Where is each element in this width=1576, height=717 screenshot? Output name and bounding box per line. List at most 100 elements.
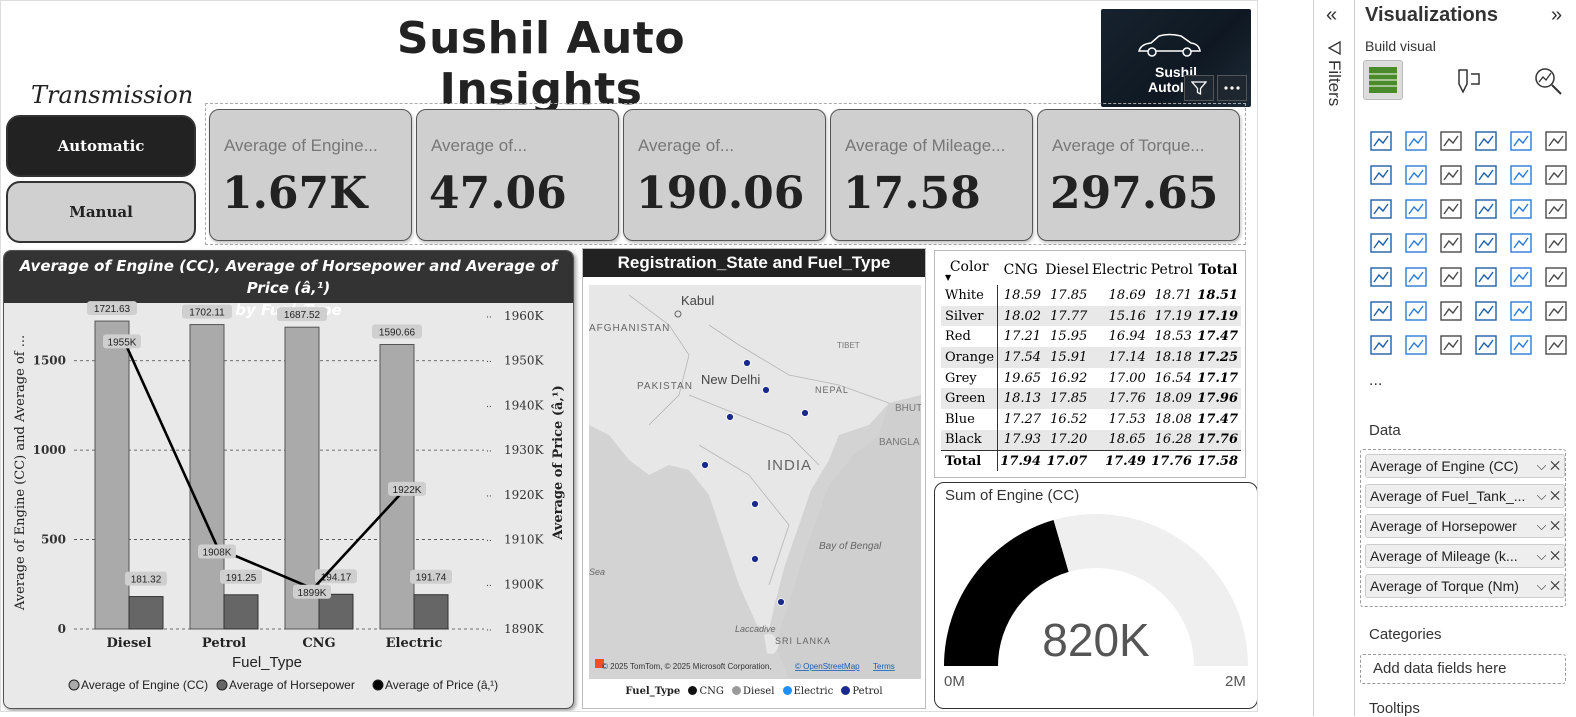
waterfall-icon[interactable] bbox=[1503, 158, 1538, 192]
matrix-row[interactable]: Black 17.93 17.20 18.65 16.28 17.76 bbox=[941, 429, 1241, 451]
matrix-header[interactable]: Petrol bbox=[1150, 262, 1193, 278]
table-icon[interactable] bbox=[1468, 260, 1503, 294]
100-bar-icon[interactable] bbox=[1503, 124, 1538, 158]
map-point[interactable] bbox=[751, 500, 759, 508]
diamond-icon[interactable] bbox=[1503, 328, 1538, 362]
data-field[interactable]: Average of Torque (Nm) ⌵ ✕ bbox=[1365, 574, 1565, 598]
matrix-row[interactable]: Red 17.21 15.95 16.94 18.53 17.47 bbox=[941, 326, 1241, 348]
matrix-header[interactable]: Electric bbox=[1091, 262, 1148, 278]
100-column-icon[interactable] bbox=[1538, 124, 1573, 158]
map-icon[interactable] bbox=[1363, 226, 1398, 260]
matrix-header[interactable]: CNG bbox=[1003, 262, 1038, 278]
gauge-card[interactable]: Sum of Engine (CC) 820K 0M 2M bbox=[934, 482, 1257, 709]
area-icon[interactable] bbox=[1398, 158, 1433, 192]
analytics-icon[interactable] bbox=[1533, 66, 1563, 96]
filters-pane-collapsed[interactable]: « Filters bbox=[1313, 0, 1353, 716]
stacked-area-icon[interactable] bbox=[1433, 158, 1468, 192]
matrix-row[interactable]: White 18.59 17.85 18.69 18.71 18.51 bbox=[941, 285, 1241, 306]
filter-icon[interactable] bbox=[1184, 75, 1214, 101]
map-area[interactable]: Kabul AFGHANISTAN PAKISTAN New Delhi NEP… bbox=[589, 285, 921, 679]
data-field[interactable]: Average of Engine (CC) ⌵ ✕ bbox=[1365, 454, 1565, 478]
legend-item[interactable]: Diesel bbox=[743, 686, 775, 697]
stacked-bar-icon[interactable] bbox=[1363, 124, 1398, 158]
map-point[interactable] bbox=[777, 598, 785, 606]
map-card[interactable]: Registration_State and Fuel_Type Kabul A… bbox=[582, 248, 926, 709]
gauge-icon[interactable] bbox=[1503, 226, 1538, 260]
ribbon-icon[interactable] bbox=[1468, 158, 1503, 192]
more-visuals[interactable]: ... bbox=[1369, 372, 1383, 389]
matrix-row[interactable]: Orange 17.54 15.91 17.14 18.18 17.25 bbox=[941, 347, 1241, 368]
matrix-header[interactable]: Diesel bbox=[1045, 262, 1090, 278]
matrix-card[interactable]: Color ▼ CNG Diesel Electric Petrol Total … bbox=[934, 250, 1246, 478]
combo-chart-card[interactable]: Average of Engine (CC), Average of Horse… bbox=[3, 250, 574, 709]
smart-narrative-icon[interactable] bbox=[1503, 294, 1538, 328]
legend-item[interactable]: CNG bbox=[699, 686, 724, 697]
shape-map-icon[interactable] bbox=[1433, 226, 1468, 260]
line-stacked-column-icon[interactable] bbox=[1363, 192, 1398, 226]
slicer-icon[interactable] bbox=[1433, 260, 1468, 294]
matrix-header-total[interactable]: Total bbox=[1198, 262, 1238, 278]
clustered-bar-icon[interactable] bbox=[1433, 124, 1468, 158]
line-icon[interactable] bbox=[1363, 158, 1398, 192]
paginated-icon[interactable] bbox=[1363, 328, 1398, 362]
matrix-row[interactable]: Blue 17.27 16.52 17.53 18.08 17.47 bbox=[941, 409, 1241, 430]
terms-link[interactable]: Terms bbox=[873, 662, 895, 671]
qna-icon[interactable] bbox=[1468, 294, 1503, 328]
format-visual-icon[interactable] bbox=[1453, 66, 1483, 96]
multi-row-card-icon[interactable] bbox=[1363, 260, 1398, 294]
python-visual-icon[interactable] bbox=[1363, 294, 1398, 328]
more-options-icon[interactable] bbox=[1217, 75, 1247, 101]
funnel-icon[interactable] bbox=[1398, 192, 1433, 226]
kpi-icon[interactable] bbox=[1398, 260, 1433, 294]
data-field[interactable]: Average of Horsepower ⌵ ✕ bbox=[1365, 514, 1565, 538]
decomposition-tree-icon[interactable] bbox=[1433, 294, 1468, 328]
slicer-option-manual[interactable]: Manual bbox=[6, 181, 196, 243]
trophy-icon[interactable] bbox=[1538, 294, 1573, 328]
map-point[interactable] bbox=[801, 409, 809, 417]
metrics-icon[interactable] bbox=[1468, 328, 1503, 362]
map-point[interactable] bbox=[743, 359, 751, 367]
expand-right-icon[interactable]: » bbox=[1551, 4, 1563, 26]
add-category-field[interactable]: Add data fields here bbox=[1360, 654, 1566, 684]
matrix-cell: 15.16 bbox=[1090, 305, 1149, 327]
filled-map-icon[interactable] bbox=[1398, 226, 1433, 260]
matrix-row[interactable]: Silver 18.02 17.77 15.16 17.19 17.19 bbox=[941, 305, 1241, 327]
r-visual-icon[interactable] bbox=[1538, 260, 1573, 294]
stacked-column-icon[interactable] bbox=[1398, 124, 1433, 158]
legend-item[interactable]: Petrol bbox=[852, 686, 883, 697]
legend-item[interactable]: Electric bbox=[793, 686, 834, 697]
build-visual-tab[interactable] bbox=[1363, 60, 1403, 100]
data-field[interactable]: Average of Mileage (k... ⌵ ✕ bbox=[1365, 544, 1565, 568]
kpi-card-mileage[interactable]: Average of Mileage... 17.58 bbox=[830, 109, 1033, 241]
treemap-icon[interactable] bbox=[1538, 192, 1573, 226]
chevrons-icon[interactable] bbox=[1538, 328, 1573, 362]
matrix-row[interactable]: Grey 19.65 16.92 17.00 16.54 17.17 bbox=[941, 367, 1241, 389]
kpi-card-fuel-tank[interactable]: Average of... 47.06 bbox=[416, 109, 619, 241]
osm-link[interactable]: © OpenStreetMap bbox=[795, 662, 860, 671]
matrix-icon[interactable] bbox=[1503, 260, 1538, 294]
donut-icon[interactable] bbox=[1503, 192, 1538, 226]
kpi-card-torque[interactable]: Average of Torque... 297.65 bbox=[1037, 109, 1240, 241]
pie-icon[interactable] bbox=[1468, 192, 1503, 226]
map-point[interactable] bbox=[751, 555, 759, 563]
kpi-card-engine[interactable]: Average of Engine... 1.67K bbox=[209, 109, 412, 241]
power-apps-icon[interactable] bbox=[1398, 328, 1433, 362]
map-point[interactable] bbox=[762, 386, 770, 394]
collapse-left-icon[interactable]: « bbox=[1326, 4, 1338, 26]
kpi-card-horsepower[interactable]: Average of... 190.06 bbox=[623, 109, 826, 241]
azure-map-icon[interactable] bbox=[1468, 226, 1503, 260]
map-point[interactable] bbox=[701, 461, 709, 469]
data-field[interactable]: Average of Fuel_Tank_... ⌵ ✕ bbox=[1365, 484, 1565, 508]
key-influencers-icon[interactable] bbox=[1398, 294, 1433, 328]
matrix-header-color[interactable]: Color ▼ bbox=[945, 259, 989, 282]
scatter-icon[interactable] bbox=[1433, 192, 1468, 226]
data-well[interactable] bbox=[1360, 449, 1566, 607]
card-icon[interactable] bbox=[1538, 226, 1573, 260]
power-automate-icon[interactable] bbox=[1433, 328, 1468, 362]
line-column-icon[interactable] bbox=[1538, 158, 1573, 192]
map-point[interactable] bbox=[726, 413, 734, 421]
matrix-row[interactable]: Green 18.13 17.85 17.76 18.09 17.96 bbox=[941, 388, 1241, 410]
slicer-option-automatic[interactable]: Automatic bbox=[6, 115, 196, 177]
filters-label[interactable]: Filters bbox=[1325, 60, 1344, 107]
clustered-column-icon[interactable] bbox=[1468, 124, 1503, 158]
